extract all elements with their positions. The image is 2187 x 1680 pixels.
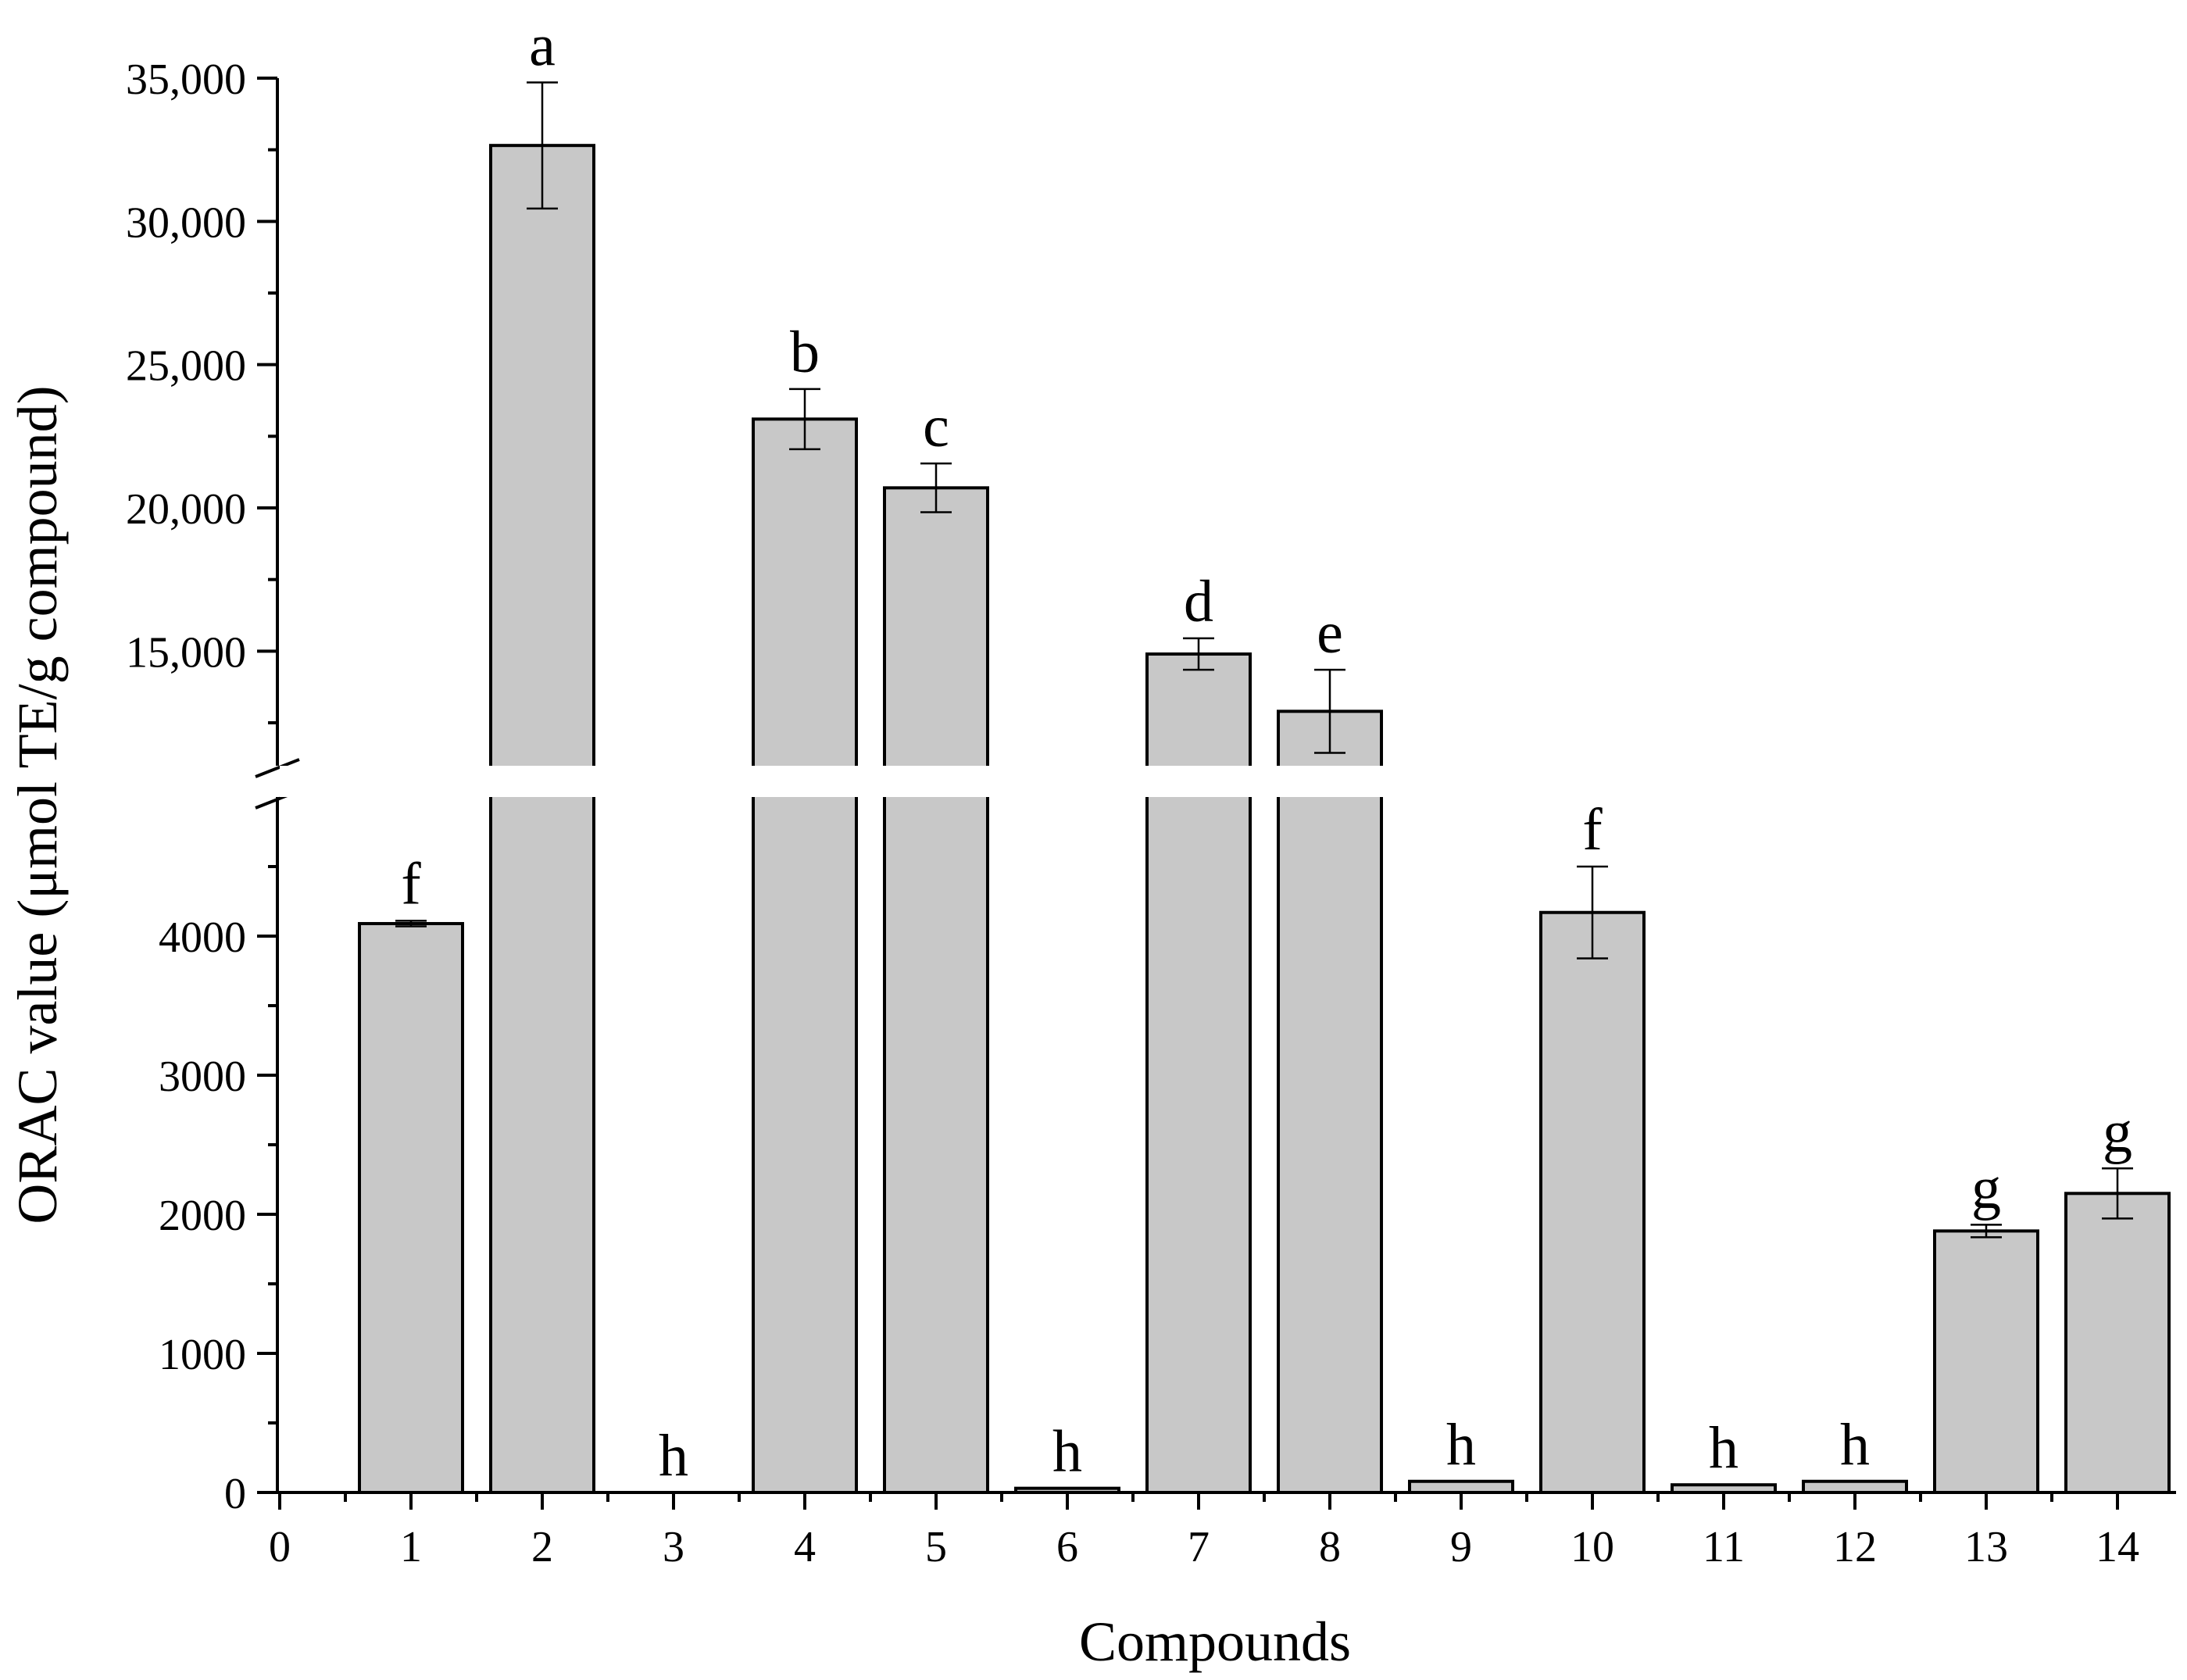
x-tick-label-10: 10 — [1571, 1523, 1614, 1571]
x-tick-label-9: 9 — [1450, 1523, 1472, 1571]
significance-letter-4: b — [790, 320, 820, 385]
y-tick-label-4000: 4000 — [159, 913, 246, 962]
significance-letter-11: h — [1709, 1415, 1739, 1481]
x-tick-label-7: 7 — [1188, 1523, 1210, 1571]
bar-1 — [358, 921, 464, 1494]
bar-6 — [1014, 1486, 1120, 1495]
bar-2 — [489, 144, 595, 1495]
x-tick-label-5: 5 — [925, 1523, 947, 1571]
significance-letter-12: h — [1840, 1412, 1870, 1478]
significance-letter-1: f — [401, 851, 421, 917]
x-tick-label-14: 14 — [2096, 1523, 2139, 1571]
bar-10 — [1539, 910, 1646, 1494]
significance-letter-5: c — [923, 394, 949, 459]
bar-9 — [1408, 1479, 1514, 1495]
x-axis-title: Compounds — [1079, 1610, 1351, 1673]
significance-letter-6: h — [1052, 1419, 1082, 1485]
y-axis-break-mark-upper — [255, 758, 300, 778]
y-tick-label-25,000: 25,000 — [126, 342, 246, 391]
y-tick-label-15,000: 15,000 — [126, 628, 246, 677]
bar-4 — [752, 417, 858, 1494]
bar-8 — [1277, 710, 1383, 1494]
y-axis-title: ORAC value (μmol TE/g compound) — [6, 385, 69, 1224]
x-tick-label-1: 1 — [400, 1523, 422, 1571]
x-tick-label-8: 8 — [1319, 1523, 1341, 1571]
y-tick-label-20,000: 20,000 — [126, 485, 246, 534]
significance-letter-14: g — [2103, 1099, 2132, 1164]
x-tick-label-2: 2 — [531, 1523, 553, 1571]
bar-14 — [2064, 1192, 2171, 1495]
bar-5 — [883, 486, 989, 1494]
x-tick-label-4: 4 — [794, 1523, 816, 1571]
y-tick-label-2000: 2000 — [159, 1192, 246, 1240]
x-tick-label-3: 3 — [663, 1523, 684, 1571]
significance-letter-13: g — [1971, 1155, 2001, 1221]
y-tick-label-0: 0 — [224, 1470, 246, 1518]
y-tick-label-35,000: 35,000 — [126, 55, 246, 104]
x-tick-label-13: 13 — [1964, 1523, 2008, 1571]
significance-letter-3: h — [659, 1423, 688, 1489]
x-tick-label-12: 12 — [1833, 1523, 1877, 1571]
bar-11 — [1671, 1483, 1777, 1494]
x-tick-label-0: 0 — [269, 1523, 291, 1571]
significance-letter-7: d — [1184, 569, 1213, 634]
y-tick-label-30,000: 30,000 — [126, 198, 246, 247]
significance-letter-8: e — [1317, 600, 1343, 666]
y-tick-label-1000: 1000 — [159, 1331, 246, 1379]
bar-12 — [1802, 1479, 1908, 1495]
bars — [280, 81, 2178, 1495]
significance-letter-9: h — [1446, 1412, 1476, 1478]
x-tick-label-6: 6 — [1056, 1523, 1078, 1571]
axis-break-gap — [280, 766, 2178, 797]
x-tick-label-11: 11 — [1703, 1523, 1745, 1571]
bar-13 — [1933, 1229, 2039, 1494]
significance-letter-10: f — [1582, 797, 1603, 863]
y-tick-label-3000: 3000 — [159, 1053, 246, 1101]
significance-letter-2: a — [529, 13, 556, 79]
